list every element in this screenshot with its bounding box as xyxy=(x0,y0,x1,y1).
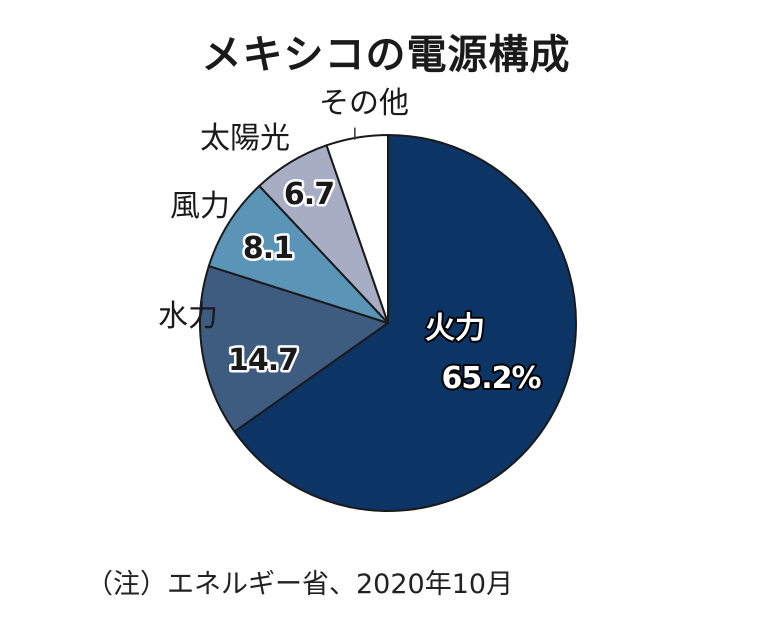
value-label-hydro: 14.7 xyxy=(228,343,298,378)
category-label-solar: 太陽光 xyxy=(200,121,290,156)
pie-slice-thermal xyxy=(233,134,577,512)
pie-slices xyxy=(199,134,577,512)
pie-slice-wind xyxy=(207,184,389,324)
category-label-hydro: 水力 xyxy=(158,299,218,334)
category-label-other: その他 xyxy=(319,86,409,121)
value-label-wind: 8.1 xyxy=(243,231,293,266)
value-label-solar: 6.7 xyxy=(284,177,334,212)
pie-slice-hydro xyxy=(199,265,389,433)
pie-slice-other xyxy=(325,134,389,324)
category-label-thermal: 火力 xyxy=(425,311,485,346)
pie-labels: 火力 65.2% 水力 14.7 風力 8.1 太陽光 6.7 その他 xyxy=(158,86,544,398)
category-label-wind: 風力 xyxy=(170,189,230,224)
chart-title: メキシコの電源構成 xyxy=(201,32,571,78)
value-label-thermal: 65.2% xyxy=(441,361,541,396)
source-note: （注）エネルギー省、2020年10月 xyxy=(86,569,514,600)
